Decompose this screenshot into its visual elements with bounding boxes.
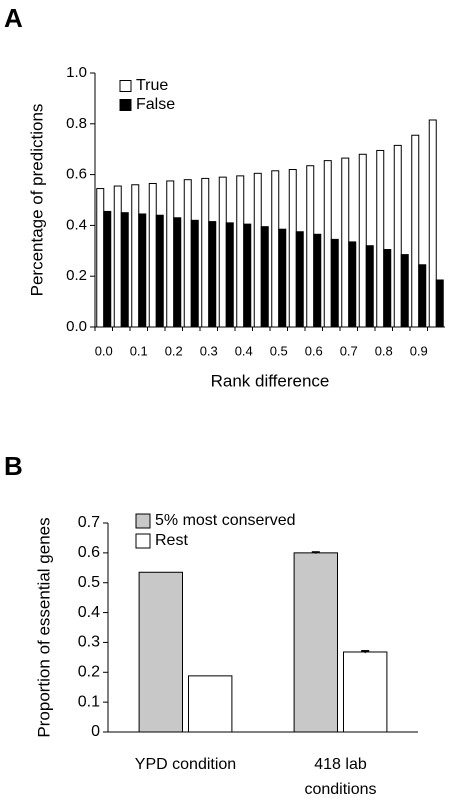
bar: [365, 245, 374, 328]
y-tick-label: 0.0: [66, 318, 87, 335]
legend-swatch: [119, 99, 132, 111]
bar: [120, 212, 129, 328]
bar: [323, 160, 332, 328]
bar: [155, 214, 164, 328]
bar: [253, 172, 262, 328]
bar: [260, 226, 269, 328]
x-tick-label: 418 lab conditions: [304, 756, 376, 798]
bar: [103, 210, 112, 328]
chart: A 0.0 0.2 0.4 0.6 0.8 1.0 Percentage of predict…: [4, 3, 445, 390]
y-axis-label: Proportion of essential genes: [34, 517, 53, 737]
bar: [271, 170, 280, 328]
bar: [313, 233, 322, 328]
legend-swatch: [135, 533, 151, 549]
bar: [188, 675, 233, 733]
y-tick-label: 0: [91, 723, 100, 740]
x-tick-label: 0.6: [305, 343, 323, 358]
chart: B 0 0.1 0.2 0.3 0.4 0.5 0.6 0.7 Proportion of ess…: [4, 451, 418, 798]
x-tick-label: 0.7: [340, 343, 358, 358]
y-tick-label: 0.3: [78, 634, 100, 651]
bar: [138, 213, 147, 328]
x-tick-label: 0.4: [235, 343, 253, 358]
bar: [201, 177, 210, 328]
bar: [225, 222, 234, 328]
x-tick-label: 0.0: [95, 343, 113, 358]
bar: [278, 228, 287, 328]
bar: [288, 169, 297, 328]
y-axis-label: Percentage of predictions: [27, 104, 46, 297]
y-tick-label: 0.1: [78, 693, 100, 710]
bar: [96, 188, 105, 328]
x-tick-label-line: 418 lab: [314, 756, 367, 773]
bar: [173, 217, 182, 328]
y-tick-label: 0.2: [66, 267, 87, 284]
bar: [435, 279, 444, 328]
y-tick-label: 0.4: [66, 216, 87, 233]
x-tick-label: 0.2: [165, 343, 183, 358]
legend-label: False: [136, 96, 175, 113]
bar: [330, 238, 339, 328]
bar: [411, 134, 420, 328]
x-tick-label: YPD condition: [135, 756, 236, 773]
bar: [183, 179, 192, 328]
bar: [428, 119, 437, 328]
y-tick-label: 1.0: [66, 64, 87, 81]
bar: [148, 182, 157, 328]
y-tick-label: 0.2: [78, 664, 100, 681]
bar: [236, 175, 245, 328]
x-tick-label: 0.5: [270, 343, 288, 358]
panel-label: B: [4, 451, 23, 481]
bar: [376, 149, 385, 328]
legend-label: True: [136, 77, 168, 94]
x-tick-label: 0.1: [130, 343, 148, 358]
y-tick-label: 0.6: [78, 544, 100, 561]
legend-label: 5% most conserved: [155, 512, 296, 529]
bar: [243, 223, 252, 328]
x-tick-label: 0.9: [410, 343, 428, 358]
x-axis-label: Rank difference: [211, 371, 330, 390]
bar: [393, 144, 402, 328]
bar: [218, 176, 227, 328]
bar: [113, 185, 122, 328]
x-tick-label: 0.8: [375, 343, 393, 358]
bar: [343, 651, 388, 733]
bar: [418, 264, 427, 328]
bar: [348, 241, 357, 328]
bar: [131, 184, 140, 328]
y-tick-label: 0.4: [78, 604, 100, 621]
panel-label: A: [4, 3, 23, 33]
bar: [400, 254, 409, 328]
x-tick-label: 0.3: [200, 343, 218, 358]
bar: [166, 180, 175, 328]
bar: [208, 221, 217, 328]
bar: [306, 165, 315, 328]
y-tick-label: 0.5: [78, 574, 100, 591]
bar: [138, 571, 184, 733]
legend-label: Rest: [155, 532, 188, 549]
bar: [293, 552, 339, 733]
bar: [190, 219, 199, 328]
bar: [295, 231, 304, 328]
bar: [358, 153, 367, 328]
legend-swatch: [135, 513, 151, 529]
bar: [383, 249, 392, 328]
y-tick-label: 0.8: [66, 115, 87, 132]
x-tick-label-line: conditions: [304, 781, 376, 798]
y-tick-label: 0.7: [78, 514, 100, 531]
bar: [341, 157, 350, 328]
y-tick-label: 0.6: [66, 166, 87, 183]
legend-swatch: [119, 80, 132, 92]
